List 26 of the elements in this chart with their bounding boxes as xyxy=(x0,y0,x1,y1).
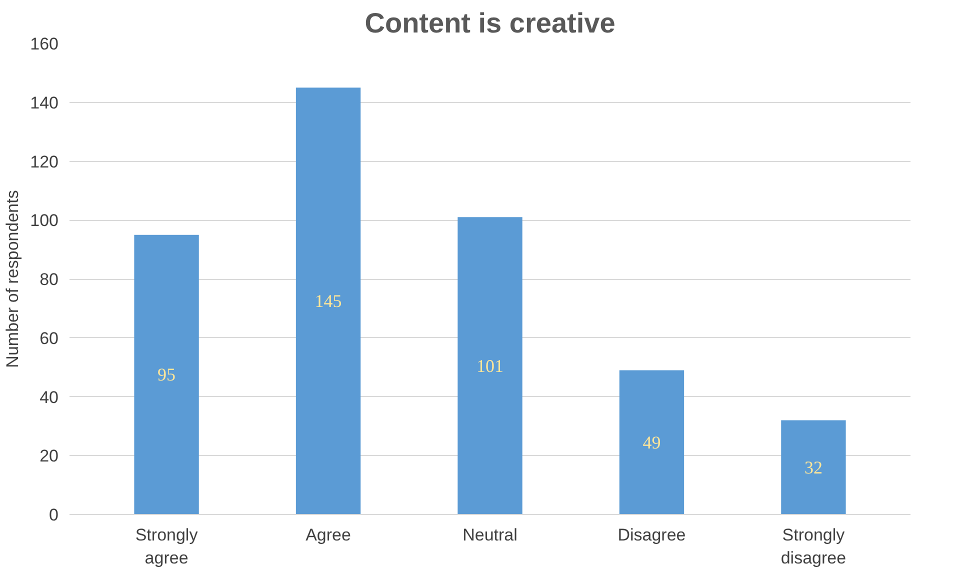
data-label: 101 xyxy=(476,356,504,376)
x-tick-label: Agree xyxy=(306,526,351,544)
bar xyxy=(134,234,199,514)
chart-title: Content is creative xyxy=(364,8,616,38)
bar xyxy=(781,420,846,514)
y-tick-label: 140 xyxy=(30,93,59,112)
data-label: 95 xyxy=(158,364,176,385)
y-tick-label: 120 xyxy=(30,152,59,172)
data-label: 49 xyxy=(642,432,661,452)
bar xyxy=(619,370,684,514)
x-tick-label: Neutral xyxy=(462,526,518,544)
y-tick-label: 20 xyxy=(40,446,59,466)
x-tick-label: Disagree xyxy=(618,526,686,544)
y-tick-label: 60 xyxy=(40,328,59,348)
y-tick-label: 80 xyxy=(40,270,59,289)
y-tick-label: 0 xyxy=(49,506,59,524)
x-tick-label: Strongly disagree xyxy=(780,526,846,568)
bar xyxy=(296,88,361,514)
data-label: 32 xyxy=(804,457,822,478)
y-tick-label: 160 xyxy=(30,34,59,54)
y-tick-label: 40 xyxy=(40,388,59,407)
x-tick-label: Strongly agree xyxy=(135,526,198,568)
data-label: 145 xyxy=(314,291,342,312)
y-tick-label: 100 xyxy=(30,211,59,230)
bar xyxy=(458,217,522,514)
y-axis-title: Number of respondents xyxy=(3,190,22,368)
